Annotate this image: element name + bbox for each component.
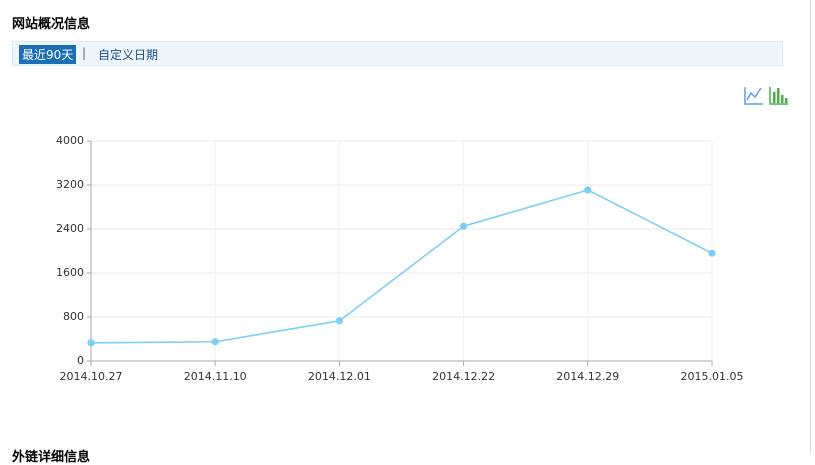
x-tick-label: 2014.12.29 — [556, 370, 619, 383]
tab-bar: 最近90天 | 自定义日期 — [12, 41, 783, 66]
y-tick-label: 4000 — [56, 134, 84, 147]
bar-chart-icon[interactable] — [769, 87, 788, 105]
x-tick-label: 2014.12.22 — [432, 370, 495, 383]
x-tick-label: 2014.10.27 — [60, 370, 123, 383]
chart: 0 800 1600 2400 3200 4000 2014.10.27 2014.11.10… — [56, 86, 788, 383]
point — [460, 222, 468, 230]
page: 网站概况信息 最近90天 | 自定义日期 0 800 1600 2400 3200 400… — [12, 0, 811, 465]
x-tick-label: 2015.01.05 — [681, 370, 744, 383]
separator: | — [82, 46, 87, 60]
section-title: 外链详细信息 — [12, 450, 91, 465]
x-tick-label: 2014.11.10 — [184, 370, 247, 383]
line-chart-icon[interactable] — [743, 86, 763, 105]
y-tick-label: 1600 — [56, 266, 84, 279]
y-tick-label: 0 — [77, 354, 84, 367]
tab[interactable]: 自定义日期 — [98, 48, 159, 62]
point — [708, 249, 716, 257]
y-tick-label: 3200 — [56, 178, 84, 191]
point — [87, 339, 95, 347]
tab[interactable]: 最近90天 — [19, 45, 77, 64]
point — [584, 186, 592, 194]
point — [335, 317, 343, 325]
y-tick-label: 2400 — [56, 222, 84, 235]
scroll-edge — [810, 0, 811, 454]
y-tick-label: 800 — [63, 310, 84, 323]
page-title: 网站概况信息 — [12, 17, 91, 32]
line — [90, 189, 713, 344]
point — [211, 338, 219, 346]
plot-border — [90, 140, 713, 362]
x-tick-label: 2014.12.01 — [308, 370, 371, 383]
